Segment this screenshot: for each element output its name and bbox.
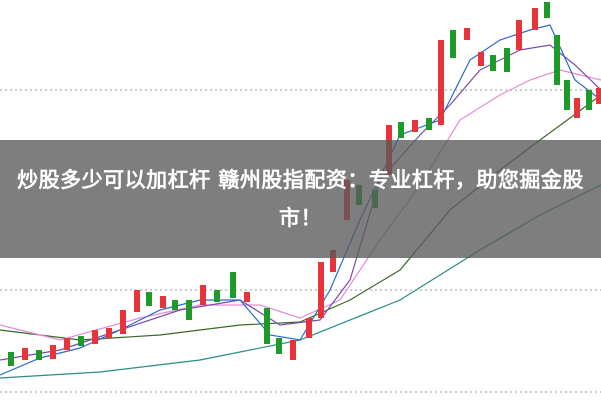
- candle: [554, 35, 560, 85]
- candle: [398, 122, 404, 138]
- candle: [78, 336, 84, 346]
- candle: [574, 98, 580, 118]
- candle: [586, 90, 592, 110]
- candle: [186, 300, 192, 320]
- candle: [412, 120, 418, 132]
- candle: [276, 338, 282, 354]
- candle: [160, 296, 166, 308]
- candle: [490, 55, 496, 71]
- candle: [544, 2, 550, 18]
- candle: [564, 80, 570, 110]
- candle: [290, 340, 296, 360]
- candle: [134, 290, 140, 312]
- candle: [92, 330, 98, 344]
- candle: [306, 318, 312, 338]
- ma-line: [0, 94, 601, 341]
- candle: [244, 292, 250, 302]
- candle: [50, 345, 56, 359]
- title-banner: 炒股多少可以加杠杆 赣州股指配资：专业杠杆，助您掘金股市！: [0, 140, 601, 258]
- candle: [464, 28, 470, 40]
- candle: [478, 52, 484, 66]
- candle: [264, 308, 270, 344]
- candle: [426, 118, 432, 130]
- candle: [106, 328, 112, 338]
- candle: [146, 292, 152, 306]
- candle: [200, 285, 206, 305]
- candle: [214, 290, 220, 302]
- candle: [120, 310, 126, 334]
- candles: [8, 2, 601, 366]
- candle: [532, 8, 538, 30]
- title: 炒股多少可以加杠杆 赣州股指配资：专业杠杆，助您掘金股市！: [17, 168, 584, 230]
- candle: [8, 352, 14, 366]
- candle: [22, 348, 28, 360]
- candle: [504, 48, 510, 72]
- candle: [596, 88, 601, 104]
- ma-line: [0, 69, 601, 341]
- candle: [438, 40, 444, 125]
- candle: [64, 338, 70, 350]
- candle: [36, 350, 42, 360]
- candle: [230, 272, 236, 298]
- candle: [330, 250, 336, 272]
- candle: [450, 30, 456, 58]
- candle: [516, 20, 522, 50]
- candle: [318, 262, 324, 318]
- candle: [172, 300, 178, 310]
